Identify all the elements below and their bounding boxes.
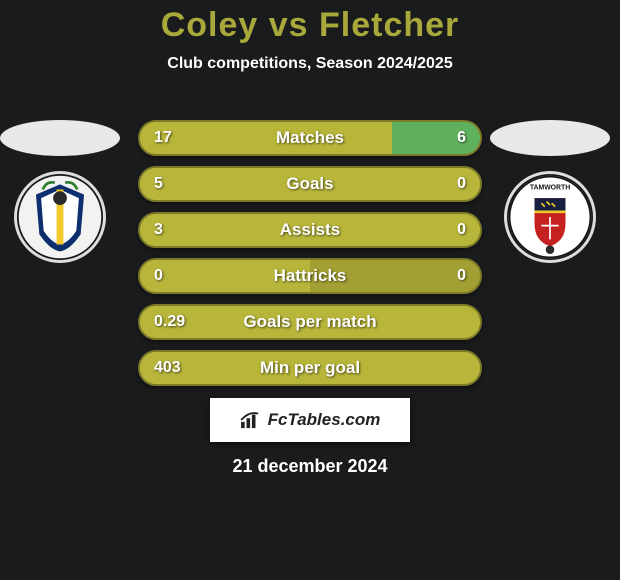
club-crest-right: TAMWORTH xyxy=(507,174,593,260)
bar-fill-left xyxy=(140,306,480,338)
bar-left-value: 0.29 xyxy=(154,306,185,338)
stat-bar: 0.29Goals per match xyxy=(138,304,482,340)
player-right-block: TAMWORTH xyxy=(490,120,610,260)
bar-fill-left xyxy=(140,122,392,154)
bar-left-value: 403 xyxy=(154,352,181,384)
brand-text: FcTables.com xyxy=(268,410,381,430)
stat-bar: 50Goals xyxy=(138,166,482,202)
name-pill-right xyxy=(490,120,610,156)
bar-left-value: 17 xyxy=(154,122,172,154)
bar-right-value: 6 xyxy=(457,122,466,154)
bar-right-value: 0 xyxy=(457,214,466,246)
comparison-infographic: Coley vs Fletcher Club competitions, Sea… xyxy=(0,0,620,580)
shield-icon xyxy=(17,174,103,260)
club-crest-left xyxy=(17,174,103,260)
bar-fill-right xyxy=(392,122,480,154)
stat-bar: 00Hattricks xyxy=(138,258,482,294)
bar-fill-left xyxy=(140,168,480,200)
bar-fill-left xyxy=(140,214,480,246)
bar-fill-left xyxy=(140,260,310,292)
bar-left-value: 0 xyxy=(154,260,163,292)
stat-bars: 176Matches50Goals30Assists00Hattricks0.2… xyxy=(138,120,482,396)
bar-fill-left xyxy=(140,352,480,384)
bar-left-value: 5 xyxy=(154,168,163,200)
date-text: 21 december 2024 xyxy=(0,456,620,477)
bar-right-value: 0 xyxy=(457,168,466,200)
bar-right-value: 0 xyxy=(457,260,466,292)
stat-bar: 403Min per goal xyxy=(138,350,482,386)
subtitle: Club competitions, Season 2024/2025 xyxy=(0,55,620,73)
bar-left-value: 3 xyxy=(154,214,163,246)
stat-bar: 176Matches xyxy=(138,120,482,156)
page-title: Coley vs Fletcher xyxy=(0,0,620,45)
stat-bar: 30Assists xyxy=(138,212,482,248)
name-pill-left xyxy=(0,120,120,156)
brand-box: FcTables.com xyxy=(210,398,410,442)
shield-icon: TAMWORTH xyxy=(507,174,593,260)
player-left-block xyxy=(0,120,120,260)
crest-text: TAMWORTH xyxy=(530,184,570,191)
bar-chart-icon xyxy=(240,411,262,429)
